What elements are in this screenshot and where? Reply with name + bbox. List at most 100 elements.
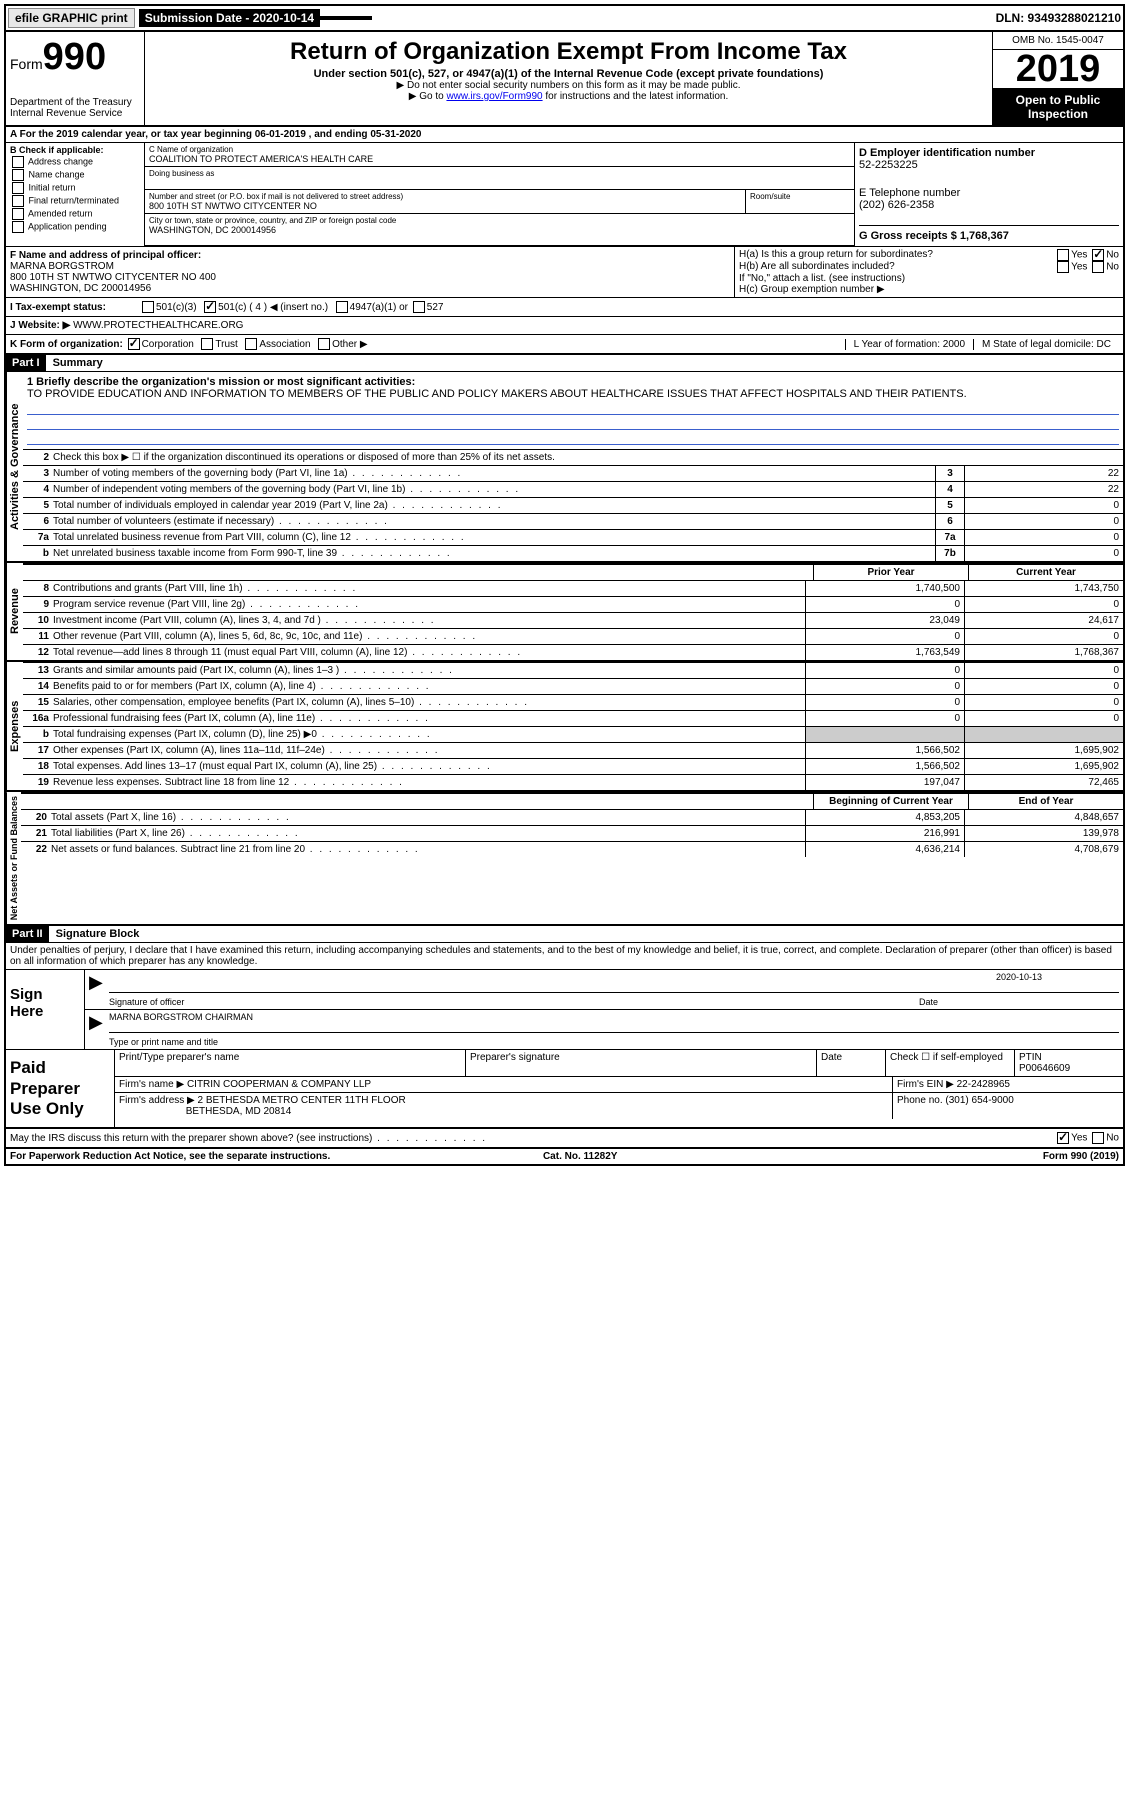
section-revenue: Revenue Prior Year Current Year 8Contrib… (6, 563, 1123, 662)
row-fh: F Name and address of principal officer:… (6, 247, 1123, 298)
form-number: 990 (43, 36, 106, 78)
header: Form990 Department of the Treasury Inter… (6, 32, 1123, 127)
ein-label: D Employer identification number (859, 147, 1119, 159)
chk-final[interactable]: Final return/terminated (10, 195, 140, 207)
label-expenses: Expenses (6, 662, 23, 790)
box-f: F Name and address of principal officer:… (6, 247, 735, 297)
tax-year: 2019 (993, 50, 1123, 89)
gross-receipts: G Gross receipts $ 1,768,367 (859, 225, 1119, 242)
summary-line: 6Total number of volunteers (estimate if… (23, 513, 1123, 529)
label-governance: Activities & Governance (6, 372, 23, 561)
paid-label: Paid Preparer Use Only (6, 1050, 115, 1127)
summary-line: 19Revenue less expenses. Subtract line 1… (23, 774, 1123, 790)
box-c: C Name of organization COALITION TO PROT… (145, 143, 1123, 246)
summary-line: 9Program service revenue (Part VIII, lin… (23, 596, 1123, 612)
phone-label: E Telephone number (859, 187, 1119, 199)
chk-address[interactable]: Address change (10, 156, 140, 168)
chk-other[interactable] (318, 338, 330, 350)
row-k: K Form of organization: Corporation Trus… (6, 335, 1123, 355)
ein: 52-2253225 (859, 159, 1119, 171)
summary-line: 16aProfessional fundraising fees (Part I… (23, 710, 1123, 726)
form-right-block: OMB No. 1545-0047 2019 Open to Public In… (992, 32, 1123, 125)
summary-line: 5Total number of individuals employed in… (23, 497, 1123, 513)
chk-pending[interactable]: Application pending (10, 221, 140, 233)
spacer-box (320, 16, 372, 20)
part2-header: Part II Signature Block (6, 926, 1123, 943)
summary-line: 13Grants and similar amounts paid (Part … (23, 662, 1123, 678)
chk-4947[interactable] (336, 301, 348, 313)
sign-here-label: Sign Here (6, 970, 85, 1049)
summary-line: 4Number of independent voting members of… (23, 481, 1123, 497)
submission-date: Submission Date - 2020-10-14 (139, 9, 320, 27)
summary-line: 8Contributions and grants (Part VIII, li… (23, 580, 1123, 596)
open-public: Open to Public Inspection (993, 89, 1123, 125)
street-cell: Number and street (or P.O. box if mail i… (145, 190, 746, 213)
label-revenue: Revenue (6, 563, 23, 660)
penalties-text: Under penalties of perjury, I declare th… (6, 943, 1123, 969)
box-h: H(a) Is this a group return for subordin… (735, 247, 1123, 297)
form-id-block: Form990 Department of the Treasury Inter… (6, 32, 145, 125)
chk-assoc[interactable] (245, 338, 257, 350)
org-name-cell: C Name of organization COALITION TO PROT… (145, 143, 854, 167)
dept-treasury: Department of the Treasury Internal Reve… (10, 97, 140, 119)
chk-name[interactable]: Name change (10, 169, 140, 181)
chk-initial[interactable]: Initial return (10, 182, 140, 194)
chk-corp[interactable] (128, 338, 140, 350)
box-b: B Check if applicable: Address change Na… (6, 143, 145, 246)
form-note2: ▶ Go to www.irs.gov/Form990 for instruct… (151, 91, 986, 102)
summary-line: 15Salaries, other compensation, employee… (23, 694, 1123, 710)
mission-box: 1 Briefly describe the organization's mi… (23, 372, 1123, 449)
discuss-row: May the IRS discuss this return with the… (6, 1129, 1123, 1149)
footer: For Paperwork Reduction Act Notice, see … (6, 1149, 1123, 1164)
city-cell: City or town, state or province, country… (145, 214, 854, 237)
form-title-block: Return of Organization Exempt From Incom… (145, 32, 992, 125)
summary-line: bNet unrelated business taxable income f… (23, 545, 1123, 561)
box-de: D Employer identification number 52-2253… (855, 143, 1123, 246)
chk-discuss-no[interactable] (1092, 1132, 1104, 1144)
chk-501c[interactable] (204, 301, 216, 313)
summary-line: 21Total liabilities (Part X, line 26)216… (21, 825, 1123, 841)
efile-button[interactable]: efile GRAPHIC print (8, 8, 135, 28)
summary-line: 14Benefits paid to or for members (Part … (23, 678, 1123, 694)
part1-header: Part I Summary (6, 355, 1123, 372)
section-governance: Activities & Governance 1 Briefly descri… (6, 372, 1123, 563)
form-subtitle: Under section 501(c), 527, or 4947(a)(1)… (151, 68, 986, 80)
row-i: I Tax-exempt status: 501(c)(3) 501(c) ( … (6, 298, 1123, 317)
dba-cell: Doing business as (145, 167, 854, 190)
section-net: Net Assets or Fund Balances Beginning of… (6, 792, 1123, 926)
summary-line: 18Total expenses. Add lines 13–17 (must … (23, 758, 1123, 774)
year-header-rev: Prior Year Current Year (23, 563, 1123, 580)
mission-text: TO PROVIDE EDUCATION AND INFORMATION TO … (27, 388, 1119, 400)
summary-line: 3Number of voting members of the governi… (23, 465, 1123, 481)
summary-line: 20Total assets (Part X, line 16)4,853,20… (21, 809, 1123, 825)
section-expenses: Expenses 13Grants and similar amounts pa… (6, 662, 1123, 792)
summary-line: 11Other revenue (Part VIII, column (A), … (23, 628, 1123, 644)
dln: DLN: 93493288021210 (996, 11, 1121, 25)
chk-527[interactable] (413, 301, 425, 313)
year-header-net: Beginning of Current Year End of Year (21, 792, 1123, 809)
org-name: COALITION TO PROTECT AMERICA'S HEALTH CA… (149, 154, 850, 164)
summary-line: 7aTotal unrelated business revenue from … (23, 529, 1123, 545)
line-a: A For the 2019 calendar year, or tax yea… (6, 127, 1123, 143)
room-cell: Room/suite (746, 190, 854, 213)
top-bar: efile GRAPHIC print Submission Date - 20… (6, 6, 1123, 32)
label-net: Net Assets or Fund Balances (6, 792, 21, 924)
form-container: efile GRAPHIC print Submission Date - 20… (4, 4, 1125, 1166)
summary-line: 22Net assets or fund balances. Subtract … (21, 841, 1123, 857)
box-b-header: B Check if applicable: (10, 145, 140, 155)
chk-trust[interactable] (201, 338, 213, 350)
summary-line: 10Investment income (Part VIII, column (… (23, 612, 1123, 628)
paid-preparer-section: Paid Preparer Use Only Print/Type prepar… (6, 1050, 1123, 1129)
section-bcd: B Check if applicable: Address change Na… (6, 143, 1123, 247)
form-title: Return of Organization Exempt From Incom… (151, 38, 986, 66)
form-word: Form (10, 56, 43, 72)
chk-amended[interactable]: Amended return (10, 208, 140, 220)
chk-501c3[interactable] (142, 301, 154, 313)
summary-line: 17Other expenses (Part IX, column (A), l… (23, 742, 1123, 758)
chk-discuss-yes[interactable] (1057, 1132, 1069, 1144)
phone: (202) 626-2358 (859, 199, 1119, 211)
form-note1: ▶ Do not enter social security numbers o… (151, 80, 986, 91)
irs-link[interactable]: www.irs.gov/Form990 (446, 91, 542, 102)
summary-line: 12Total revenue—add lines 8 through 11 (… (23, 644, 1123, 660)
website: WWW.PROTECTHEALTHCARE.ORG (73, 320, 243, 331)
